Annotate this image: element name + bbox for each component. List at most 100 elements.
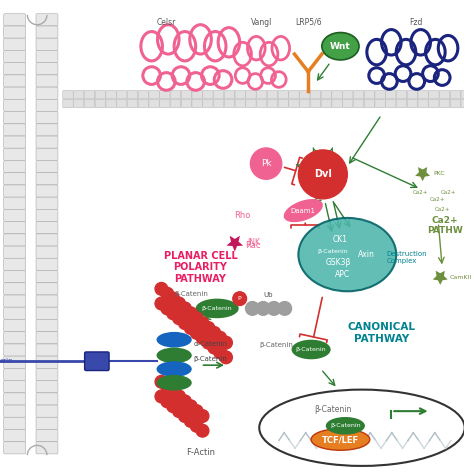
Circle shape: [202, 336, 215, 349]
Circle shape: [214, 331, 227, 344]
Circle shape: [184, 322, 197, 334]
FancyBboxPatch shape: [224, 99, 235, 108]
FancyBboxPatch shape: [4, 344, 26, 356]
Ellipse shape: [196, 299, 239, 318]
FancyBboxPatch shape: [4, 356, 26, 368]
Circle shape: [161, 380, 173, 393]
Ellipse shape: [298, 218, 396, 292]
FancyBboxPatch shape: [63, 91, 73, 99]
Circle shape: [167, 385, 180, 398]
Circle shape: [173, 297, 185, 310]
FancyBboxPatch shape: [439, 99, 450, 108]
FancyBboxPatch shape: [418, 91, 428, 99]
FancyBboxPatch shape: [4, 271, 26, 283]
FancyBboxPatch shape: [386, 91, 396, 99]
FancyBboxPatch shape: [181, 99, 191, 108]
FancyBboxPatch shape: [256, 99, 267, 108]
Text: APC: APC: [335, 270, 350, 279]
FancyBboxPatch shape: [278, 99, 288, 108]
FancyBboxPatch shape: [36, 87, 58, 99]
FancyBboxPatch shape: [36, 173, 58, 185]
FancyBboxPatch shape: [4, 442, 26, 454]
FancyBboxPatch shape: [36, 344, 58, 356]
Text: Ub: Ub: [263, 292, 273, 298]
Circle shape: [173, 390, 185, 403]
Circle shape: [173, 405, 185, 418]
FancyBboxPatch shape: [117, 91, 127, 99]
FancyBboxPatch shape: [171, 99, 181, 108]
FancyBboxPatch shape: [36, 75, 58, 87]
FancyBboxPatch shape: [332, 99, 342, 108]
FancyBboxPatch shape: [63, 99, 73, 108]
FancyBboxPatch shape: [4, 50, 26, 63]
FancyBboxPatch shape: [4, 87, 26, 99]
FancyBboxPatch shape: [160, 99, 170, 108]
FancyBboxPatch shape: [321, 91, 331, 99]
Text: TCF/LEF: TCF/LEF: [322, 435, 359, 444]
FancyBboxPatch shape: [128, 91, 138, 99]
FancyBboxPatch shape: [138, 99, 148, 108]
Text: LRP5/6: LRP5/6: [295, 18, 321, 27]
FancyBboxPatch shape: [36, 405, 58, 417]
FancyBboxPatch shape: [106, 91, 116, 99]
FancyBboxPatch shape: [289, 99, 299, 108]
Text: β-Catenin: β-Catenin: [202, 306, 232, 311]
FancyBboxPatch shape: [428, 99, 439, 108]
FancyBboxPatch shape: [278, 91, 288, 99]
Circle shape: [196, 424, 209, 437]
FancyBboxPatch shape: [36, 161, 58, 173]
Circle shape: [250, 148, 282, 179]
FancyBboxPatch shape: [4, 185, 26, 197]
FancyBboxPatch shape: [461, 99, 471, 108]
FancyBboxPatch shape: [396, 99, 407, 108]
Text: β-Catenin: β-Catenin: [296, 347, 327, 352]
FancyBboxPatch shape: [36, 332, 58, 344]
Circle shape: [179, 317, 191, 329]
FancyBboxPatch shape: [375, 91, 385, 99]
Circle shape: [155, 297, 168, 310]
Circle shape: [196, 331, 209, 344]
Text: Ca2+: Ca2+: [440, 190, 456, 195]
FancyBboxPatch shape: [407, 99, 418, 108]
FancyBboxPatch shape: [4, 148, 26, 160]
FancyBboxPatch shape: [4, 319, 26, 332]
Text: Wnt: Wnt: [330, 42, 351, 51]
Ellipse shape: [156, 347, 192, 363]
FancyBboxPatch shape: [149, 99, 159, 108]
Polygon shape: [227, 236, 243, 252]
FancyBboxPatch shape: [386, 99, 396, 108]
FancyBboxPatch shape: [321, 99, 331, 108]
FancyBboxPatch shape: [450, 91, 461, 99]
FancyBboxPatch shape: [36, 210, 58, 221]
FancyBboxPatch shape: [343, 91, 353, 99]
Ellipse shape: [326, 417, 365, 435]
FancyBboxPatch shape: [171, 91, 181, 99]
FancyBboxPatch shape: [36, 393, 58, 405]
Circle shape: [196, 317, 209, 329]
Circle shape: [161, 395, 173, 408]
FancyBboxPatch shape: [256, 91, 267, 99]
FancyBboxPatch shape: [4, 63, 26, 75]
FancyBboxPatch shape: [4, 381, 26, 393]
FancyBboxPatch shape: [128, 99, 138, 108]
FancyBboxPatch shape: [36, 319, 58, 332]
FancyBboxPatch shape: [246, 91, 256, 99]
FancyBboxPatch shape: [4, 417, 26, 429]
FancyBboxPatch shape: [36, 185, 58, 197]
Circle shape: [155, 390, 168, 403]
FancyBboxPatch shape: [4, 307, 26, 319]
FancyBboxPatch shape: [106, 99, 116, 108]
FancyBboxPatch shape: [375, 99, 385, 108]
Text: Ca2+: Ca2+: [429, 197, 445, 202]
FancyBboxPatch shape: [181, 91, 191, 99]
Text: Rho: Rho: [235, 211, 251, 220]
FancyBboxPatch shape: [36, 234, 58, 246]
FancyBboxPatch shape: [36, 26, 58, 38]
Circle shape: [155, 283, 168, 295]
FancyBboxPatch shape: [4, 393, 26, 405]
Text: PLANAR CELL
POLARITY
PATHWAY: PLANAR CELL POLARITY PATHWAY: [164, 251, 237, 284]
FancyBboxPatch shape: [289, 91, 299, 99]
FancyBboxPatch shape: [36, 111, 58, 124]
FancyBboxPatch shape: [353, 99, 364, 108]
FancyBboxPatch shape: [36, 442, 58, 454]
